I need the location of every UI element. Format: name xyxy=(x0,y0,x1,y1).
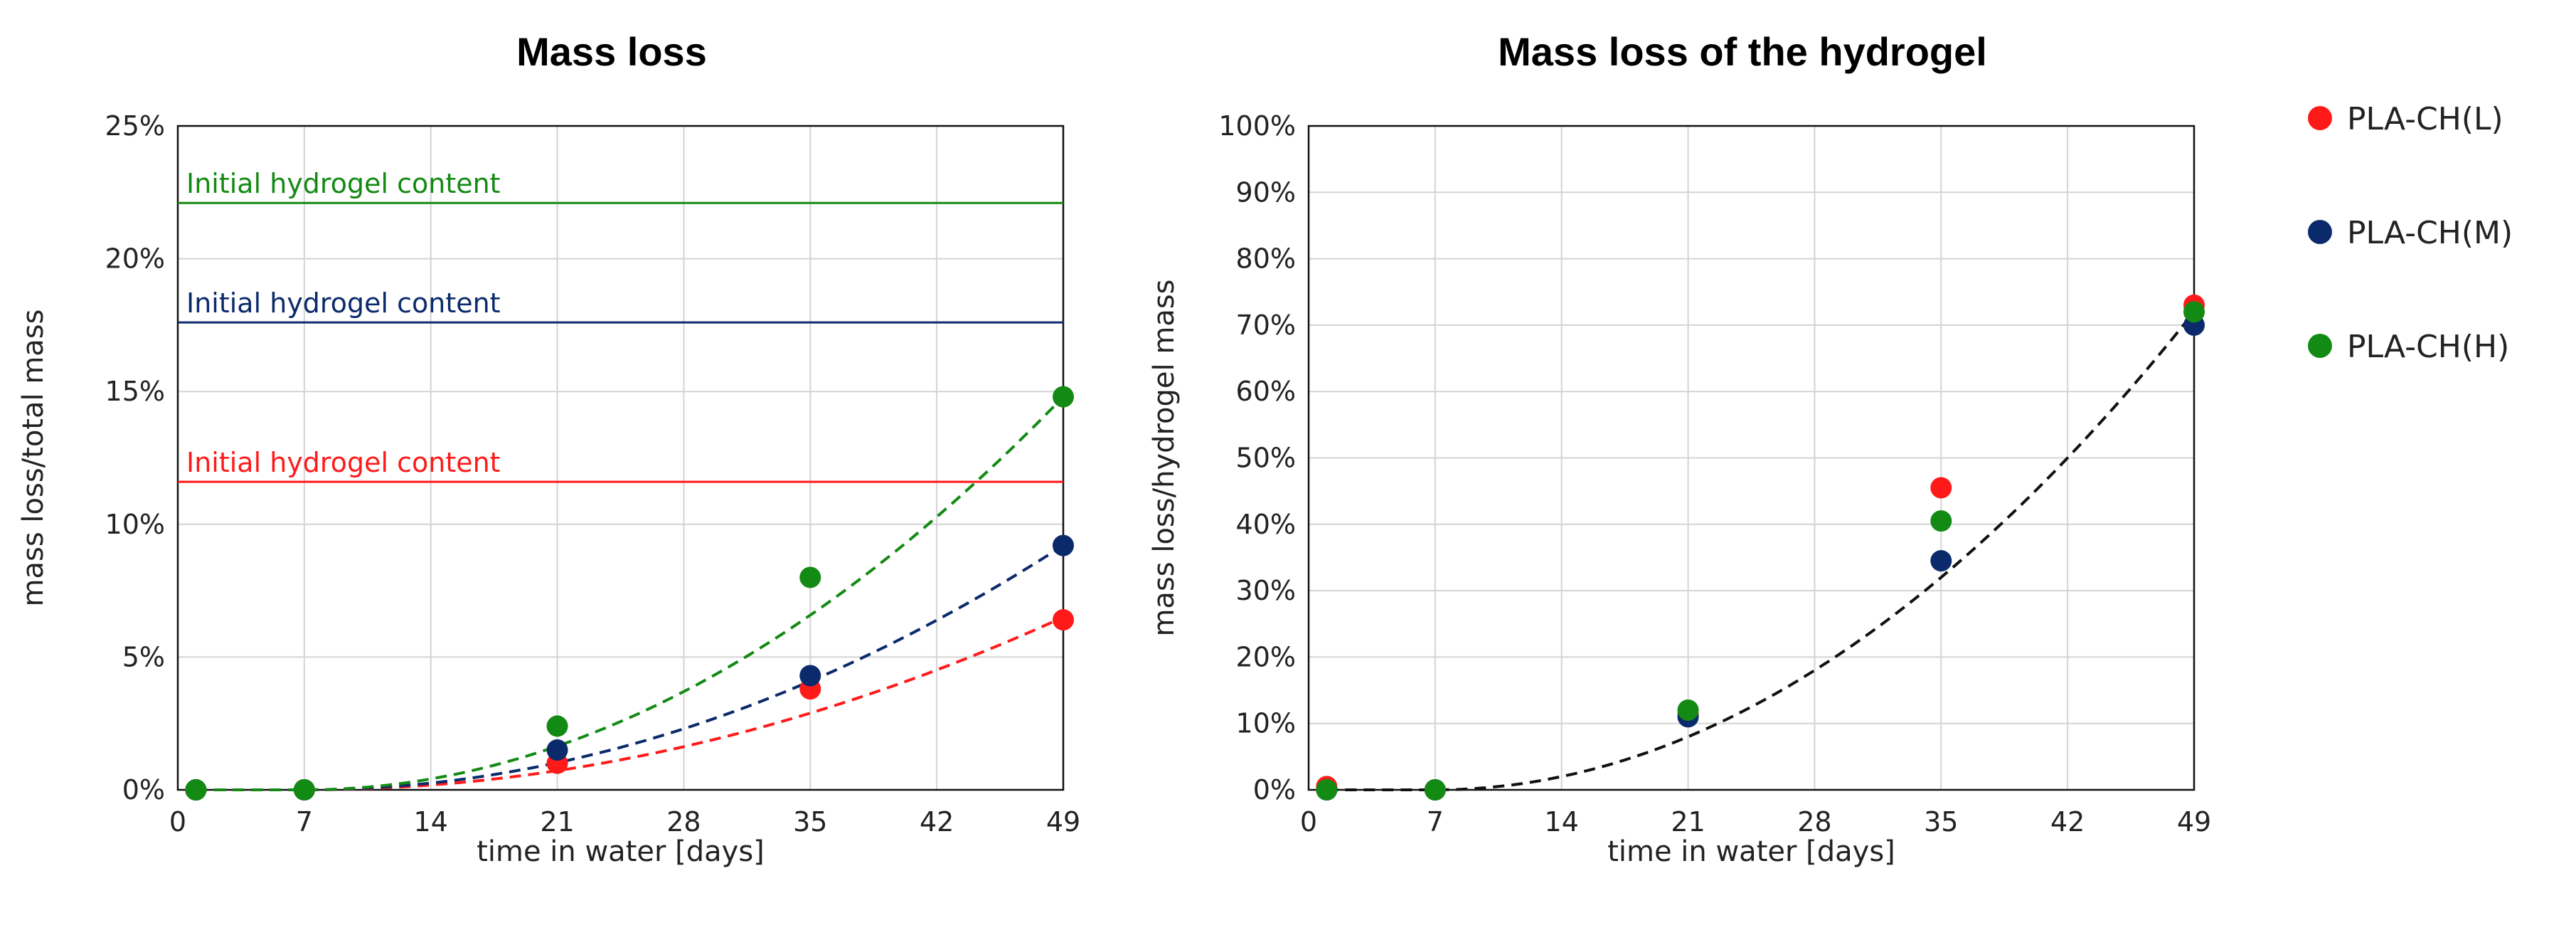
x-tick-label: 7 xyxy=(1427,806,1444,838)
chart-title: Mass loss xyxy=(516,29,707,74)
initial-hydrogel-content-label: Initial hydrogel content xyxy=(186,287,501,319)
x-tick-label: 21 xyxy=(1671,806,1705,838)
y-axis-label: mass loss/total mass xyxy=(17,310,50,607)
x-tick-label: 14 xyxy=(414,806,448,838)
data-point xyxy=(799,665,821,687)
chart-mass-loss-hydrogel: Mass loss of the hydrogel 0 7 14 21 28 35 42 49 0… xyxy=(1148,29,2211,868)
x-tick-label: 21 xyxy=(540,806,574,838)
y-axis-label: mass loss/hydrogel mass xyxy=(1148,279,1181,636)
x-tick-label: 7 xyxy=(296,806,313,838)
y-tick-label: 10% xyxy=(1236,708,1296,739)
data-point xyxy=(1053,386,1074,408)
data-point xyxy=(1424,779,1446,801)
x-tick-label: 35 xyxy=(1924,806,1958,838)
chart-mass-loss: Mass loss 0 7 14 21 28 35 42 49 0% 5% 10% 15% 20% 25% t… xyxy=(17,29,1080,868)
legend: PLA-CH(L) PLA-CH(M) PLA-CH(H) xyxy=(2308,101,2513,365)
y-tick-label: 25% xyxy=(105,110,165,142)
x-tick-label: 28 xyxy=(1797,806,1831,838)
y-tick-label: 10% xyxy=(105,509,165,540)
y-tick-label: 15% xyxy=(105,376,165,407)
data-point xyxy=(546,739,568,761)
y-tick-label: 20% xyxy=(105,243,165,275)
y-tick-label: 90% xyxy=(1236,176,1296,208)
initial-hydrogel-content-label: Initial hydrogel content xyxy=(186,447,501,478)
x-tick-label: 28 xyxy=(666,806,701,838)
trend-line xyxy=(196,616,1064,791)
legend-marker xyxy=(2308,334,2332,358)
data-point xyxy=(185,779,207,801)
legend-label: PLA-CH(M) xyxy=(2347,215,2513,251)
y-tick-label: 30% xyxy=(1236,575,1296,606)
data-point xyxy=(1930,510,1952,532)
legend-marker xyxy=(2308,106,2332,130)
x-tick-label: 0 xyxy=(169,806,186,838)
y-tick-label: 70% xyxy=(1236,310,1296,341)
initial-hydrogel-content-label: Initial hydrogel content xyxy=(186,168,501,199)
x-tick-label: 49 xyxy=(1046,806,1080,838)
plot-frame xyxy=(176,125,1065,791)
y-tick-label: 5% xyxy=(122,641,165,672)
x-tick-label: 14 xyxy=(1545,806,1579,838)
x-tick-label: 42 xyxy=(920,806,954,838)
data-point xyxy=(1930,550,1952,572)
data-point xyxy=(2183,301,2205,323)
data-point xyxy=(293,779,315,801)
y-tick-label: 40% xyxy=(1236,509,1296,540)
data-point xyxy=(1316,779,1338,801)
y-tick-label: 60% xyxy=(1236,376,1296,407)
legend-marker xyxy=(2308,220,2332,244)
y-tick-label: 0% xyxy=(122,774,165,805)
x-axis-label: time in water [days] xyxy=(477,835,765,868)
trend-line xyxy=(196,396,1065,791)
x-tick-label: 0 xyxy=(1300,806,1317,838)
x-tick-label: 49 xyxy=(2177,806,2211,838)
data-point xyxy=(799,566,821,588)
x-tick-label: 42 xyxy=(2050,806,2085,838)
y-tick-label: 100% xyxy=(1218,110,1296,142)
data-point xyxy=(1930,477,1952,499)
y-tick-label: 50% xyxy=(1236,443,1296,474)
y-tick-label: 0% xyxy=(1253,774,1296,805)
x-axis-label: time in water [days] xyxy=(1607,835,1895,868)
trend-line xyxy=(196,544,1065,791)
legend-label: PLA-CH(L) xyxy=(2347,101,2503,137)
chart-title: Mass loss of the hydrogel xyxy=(1498,29,1987,74)
y-tick-label: 20% xyxy=(1236,641,1296,672)
plot-frame xyxy=(1307,125,2196,791)
legend-label: PLA-CH(H) xyxy=(2347,329,2509,365)
x-tick-label: 35 xyxy=(793,806,827,838)
data-point xyxy=(546,715,568,737)
data-point xyxy=(1053,609,1074,631)
data-point xyxy=(1677,699,1699,722)
y-tick-label: 80% xyxy=(1236,243,1296,275)
data-point xyxy=(1053,534,1074,556)
trend-line xyxy=(1326,310,2196,791)
